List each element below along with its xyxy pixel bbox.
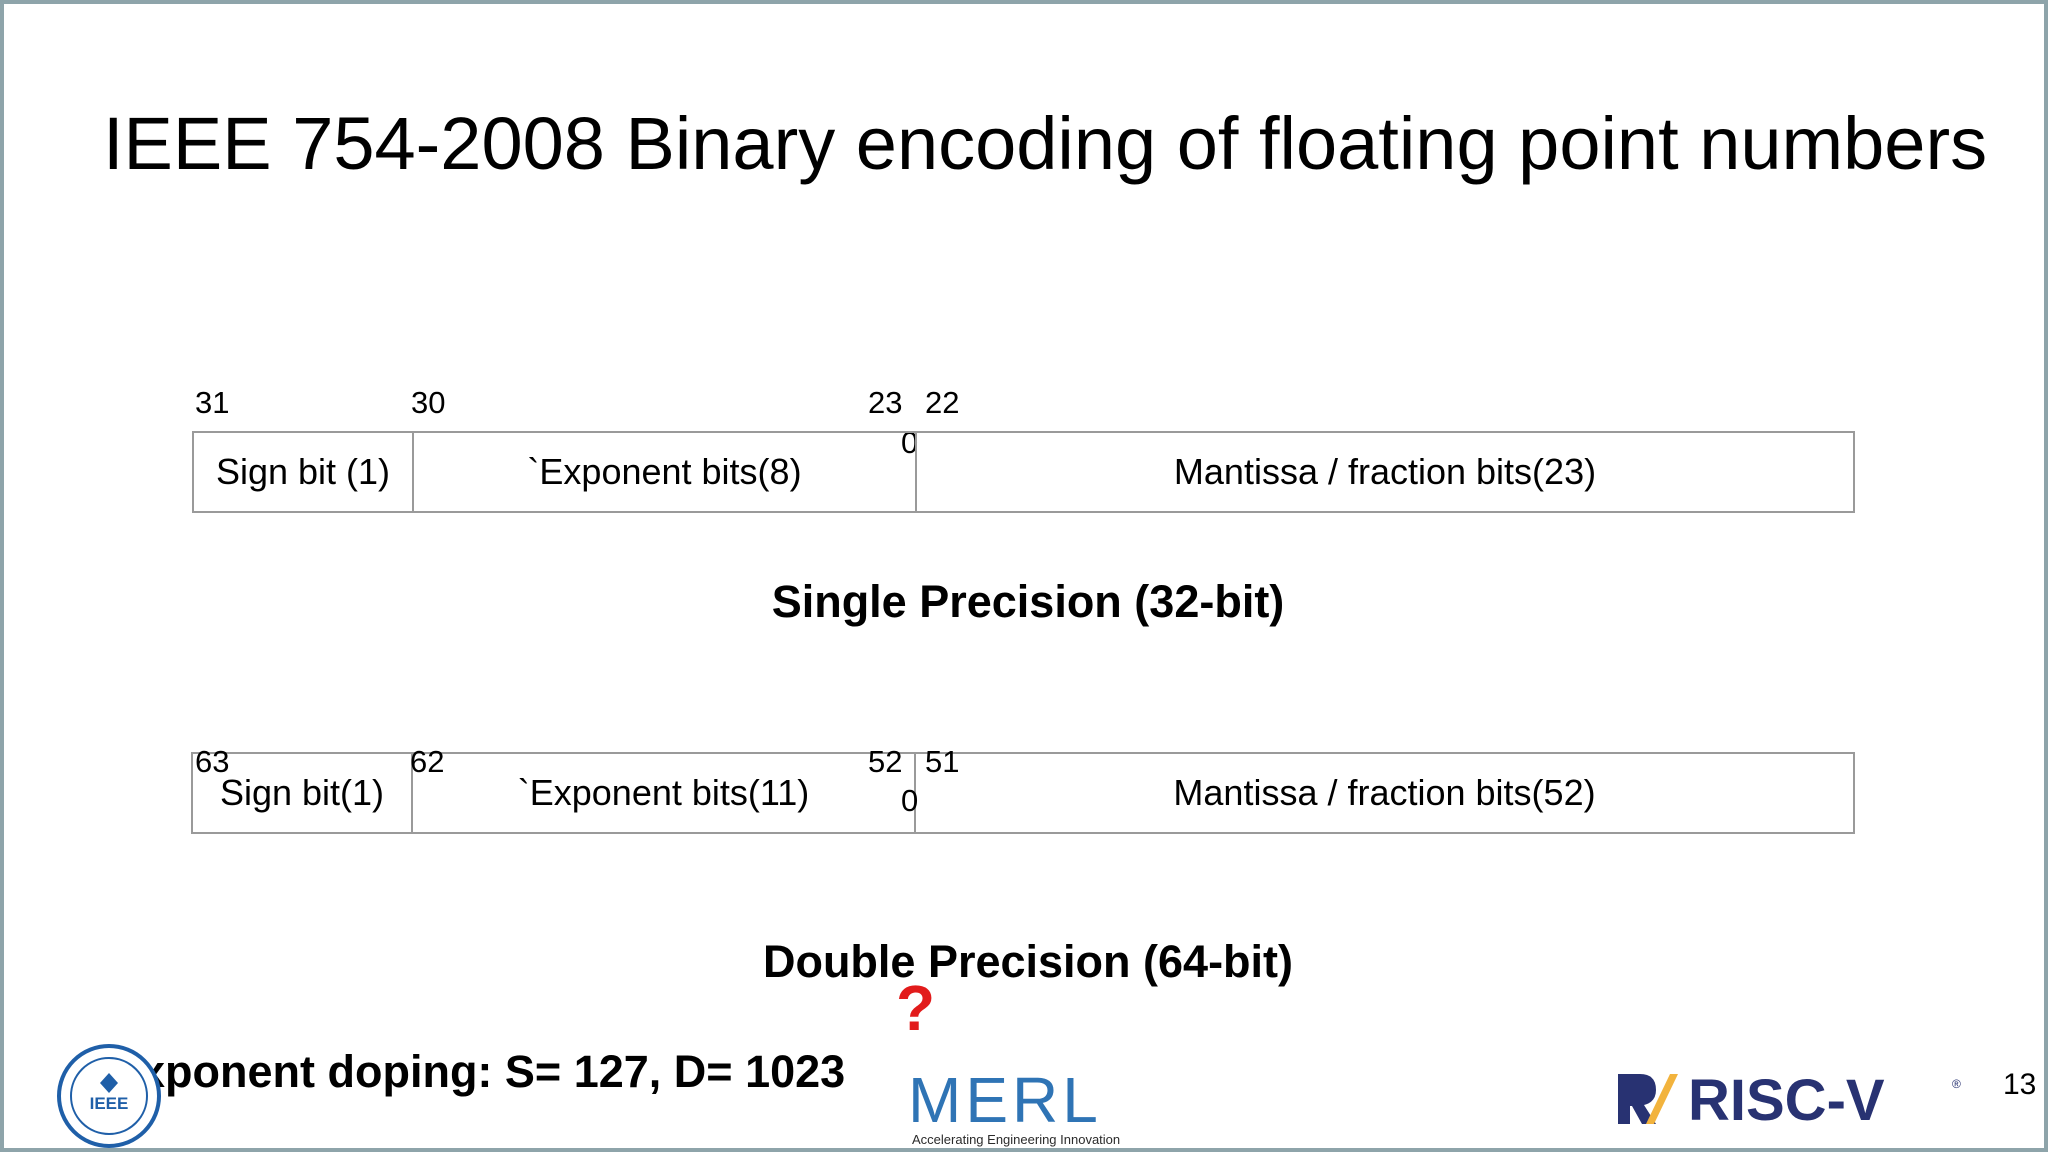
exponent-bias-note: xponent doping: S= 127, D= 1023 [140, 1046, 846, 1097]
ieee-logo-text: IEEE [90, 1094, 129, 1113]
bit-index-23: 23 [868, 385, 903, 420]
exponent-field: `Exponent bits(8) [412, 433, 915, 511]
bit-index-63: 63 [195, 744, 230, 779]
page-number: 13 [2003, 1068, 2037, 1101]
bit-index-52: 52 [868, 744, 903, 779]
bit-index-31: 31 [195, 385, 230, 420]
bit-index-0: 0 [901, 783, 919, 818]
riscv-registered-mark: ® [1952, 1077, 1961, 1091]
double-precision-caption: Double Precision (64-bit) [762, 936, 1294, 987]
question-mark: ? [896, 972, 936, 1044]
merl-logo-text: MERL [908, 1064, 1102, 1136]
mantissa-field: Mantissa / fraction bits(23) [915, 433, 1853, 511]
riscv-logo: RISC-V ® [1618, 1068, 1961, 1128]
single-precision-caption: Single Precision (32-bit) [771, 576, 1285, 627]
sign-bit-field: Sign bit (1) [215, 451, 391, 492]
ieee-logo: IEEE [57, 1044, 161, 1148]
mantissa-field: Mantissa / fraction bits(52) [914, 754, 1853, 832]
bit-index-62: 62 [410, 744, 445, 779]
double-precision-bit-layout: Sign bit(1) `Exponent bits(11) Mantissa … [191, 752, 1855, 834]
merl-tagline: Accelerating Engineering Innovation [912, 1132, 1120, 1147]
single-precision-bit-layout: Sign bit (1) `Exponent bits(8) Mantissa … [192, 431, 1855, 513]
sign-bit-field: Sign bit(1) [219, 772, 385, 813]
riscv-logo-text: RISC-V [1688, 1068, 1885, 1128]
bit-index-51: 51 [925, 744, 960, 779]
merl-logo: MERL Accelerating Engineering Innovation [908, 1064, 1120, 1147]
exponent-field: `Exponent bits(11) [411, 754, 914, 832]
slide-title: IEEE 754-2008 Binary encoding of floatin… [103, 102, 1988, 185]
bit-index-22: 22 [925, 385, 960, 420]
bit-index-0: 0 [901, 425, 919, 460]
bit-index-30: 30 [411, 385, 446, 420]
